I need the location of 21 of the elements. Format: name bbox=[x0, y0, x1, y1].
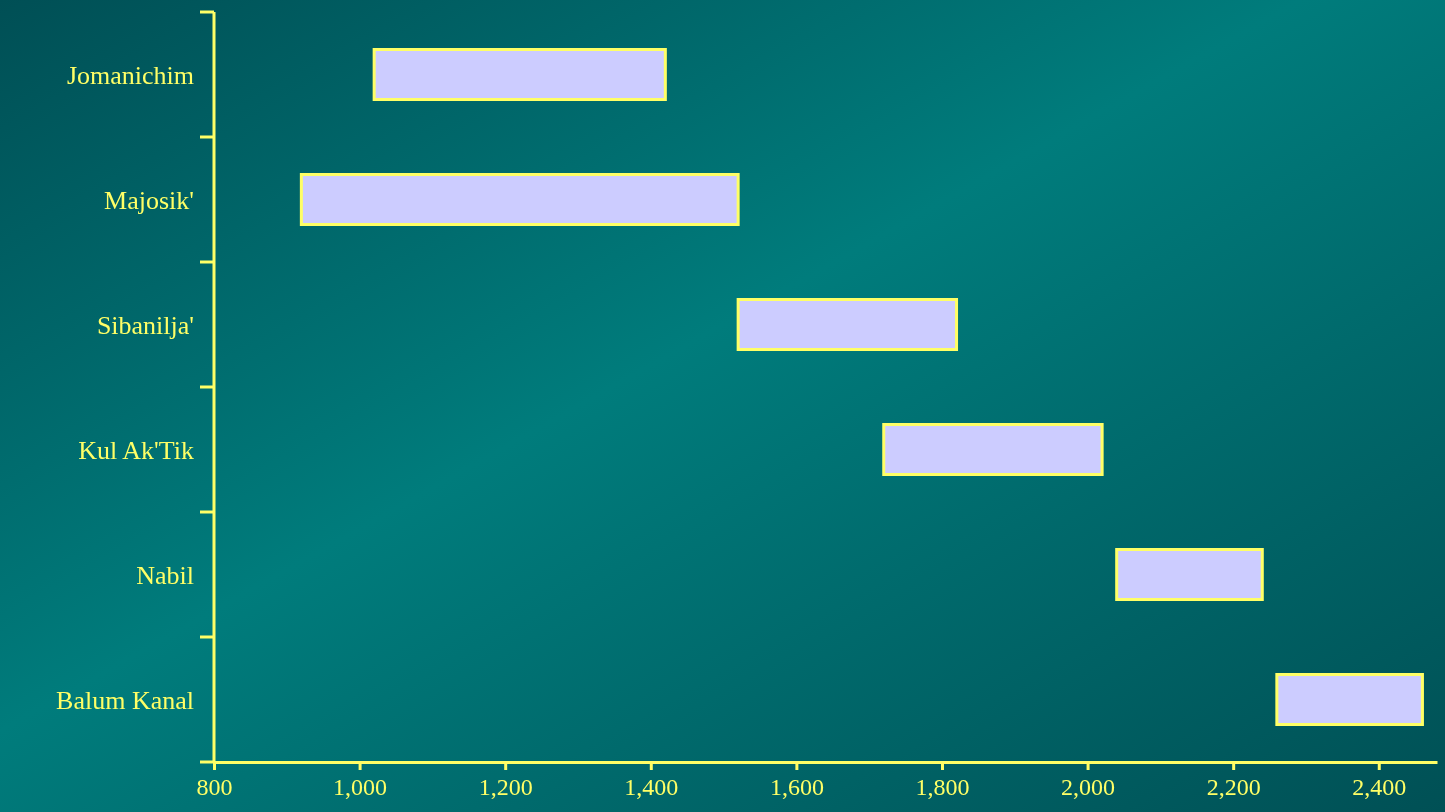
bar bbox=[736, 298, 959, 351]
x-tick-label: 2,400 bbox=[1352, 773, 1407, 800]
x-tick-label: 2,200 bbox=[1206, 773, 1261, 800]
y-tick-label: Balum Kanal bbox=[56, 685, 194, 715]
bar bbox=[372, 48, 667, 101]
bar bbox=[299, 173, 740, 226]
y-tick-label: Sibanilja' bbox=[96, 310, 194, 340]
y-tick-label: Jomanichim bbox=[66, 60, 194, 90]
bar bbox=[1115, 548, 1264, 601]
x-tick-label: 1,000 bbox=[333, 773, 388, 800]
x-tick-label: 800 bbox=[196, 773, 233, 800]
x-tick-label: 1,600 bbox=[769, 773, 824, 800]
y-tick-label: Majosik' bbox=[104, 185, 194, 215]
x-tick-label: 1,200 bbox=[478, 773, 533, 800]
bar bbox=[1275, 673, 1424, 726]
y-tick-label: Nabil bbox=[136, 560, 194, 590]
y-tick-label: Kul Ak'Tik bbox=[78, 435, 194, 465]
x-tick-label: 2,000 bbox=[1061, 773, 1116, 800]
x-tick-label: 1,800 bbox=[915, 773, 970, 800]
x-tick-label: 1,400 bbox=[624, 773, 679, 800]
bar bbox=[882, 423, 1104, 476]
